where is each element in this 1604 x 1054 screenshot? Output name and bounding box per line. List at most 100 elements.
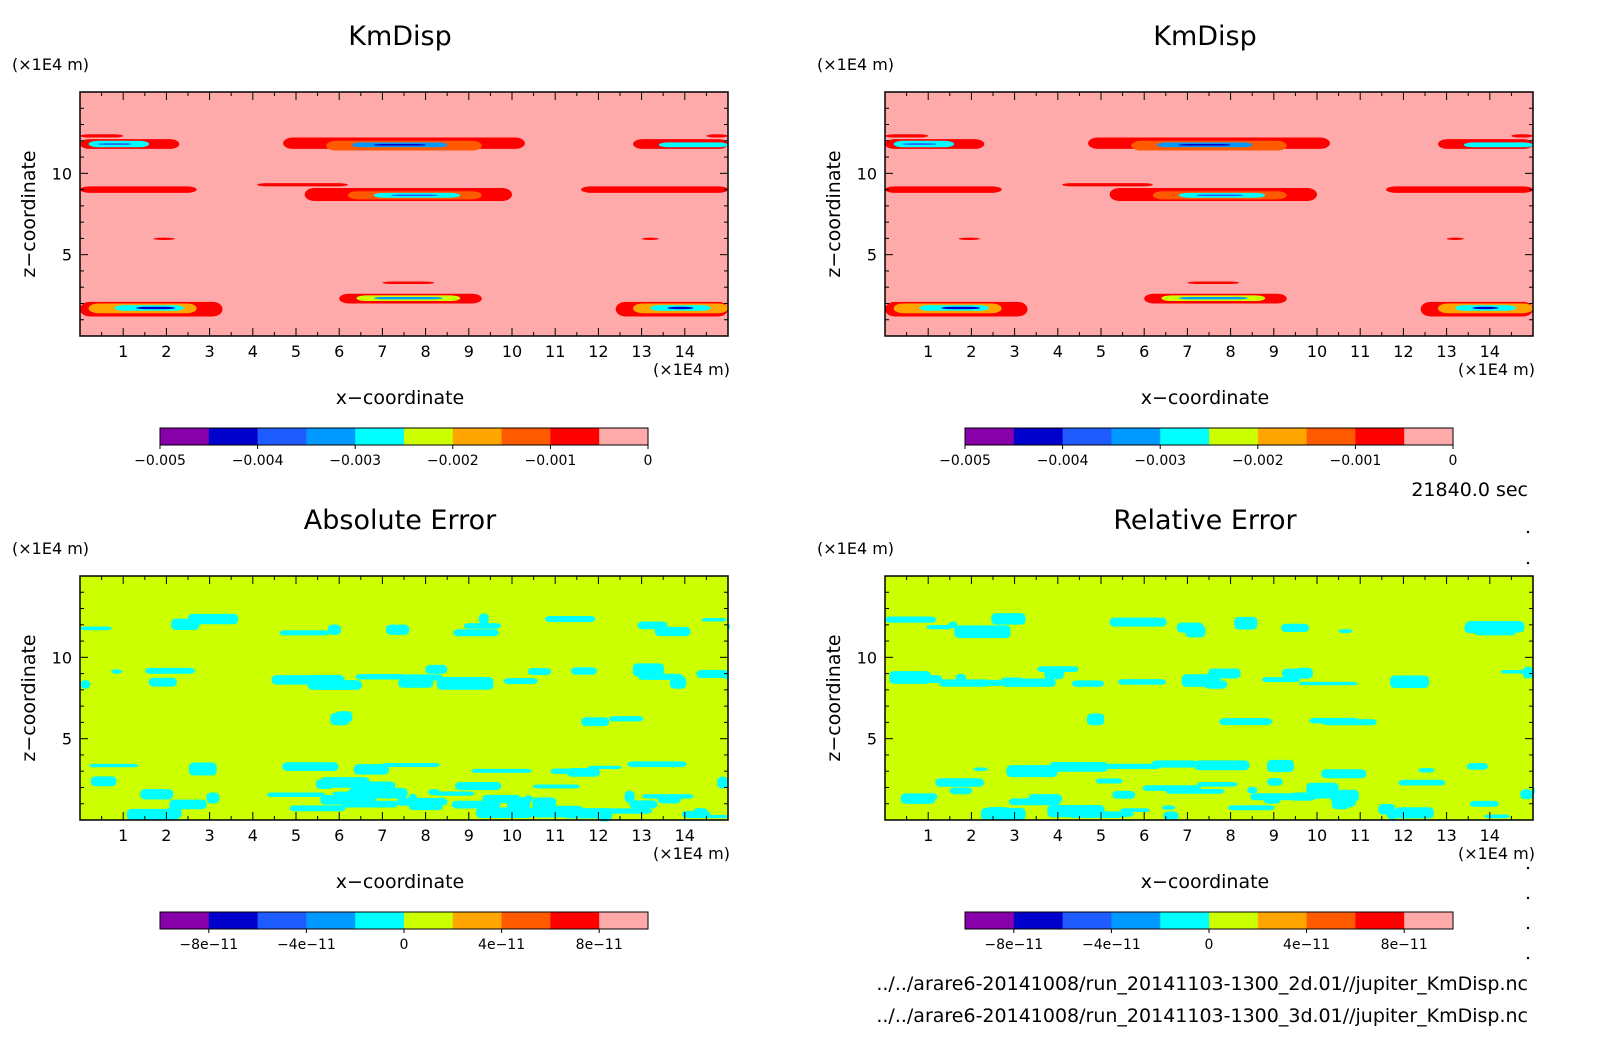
error-region [681,811,711,818]
error-region [629,800,658,809]
contour-region [885,186,1002,193]
contour-region [958,237,981,241]
error-region [954,625,1011,639]
error-region [935,778,984,787]
colorbar-swatch [550,912,600,929]
colorbar-swatch [1257,912,1308,929]
error-region [1165,788,1225,794]
dot [1526,530,1530,534]
x-tick-label: 12 [588,826,608,845]
x-tick-label: 2 [966,826,976,845]
error-region [1161,805,1176,810]
file-path-1: ../../arare6-20141008/run_20141103-1300_… [876,973,1528,995]
x-tick-label: 5 [291,826,301,845]
error-region [1308,791,1347,799]
error-region [696,669,728,679]
error-region [1227,805,1275,811]
x-tick-label: 5 [1096,826,1106,845]
x-tick-label: 7 [377,342,387,361]
y-axis-label: z−coordinate [823,634,845,761]
contour-region [1463,142,1533,148]
error-region [566,767,600,777]
contour-region [97,143,132,145]
colorbar-frame [159,427,649,446]
error-region [1194,760,1250,771]
x-tick-label: 14 [1480,342,1500,361]
error-region [1465,621,1525,633]
x-tick-label: 9 [464,342,474,361]
colorbar: −0.005 −0.004 −0.003 −0.002 −0.001 0 [939,427,1457,469]
error-region [80,680,91,689]
error-region [1250,793,1298,801]
contour-region [153,237,176,241]
error-region [1008,798,1061,806]
contour-region [1472,306,1499,310]
contour-region [1187,281,1240,284]
error-region [570,667,598,675]
error-region [80,626,112,631]
colorbar-swatch [965,912,1015,929]
error-region [991,613,1026,625]
error-region [145,667,196,674]
y-unit-label: (×1E4 m) [12,55,89,74]
error-region [597,809,612,822]
error-region [436,676,494,690]
error-region [188,762,217,776]
colorbar-swatch [404,912,454,929]
error-region [1338,629,1353,634]
error-region [973,767,988,771]
colorbar-swatch [1306,428,1356,445]
colorbar-swatch [1111,912,1161,929]
error-region [1390,675,1430,689]
colorbar-tick-label: −4e−11 [277,937,336,953]
error-region [1044,667,1064,680]
error-region [550,768,572,775]
error-region [649,673,684,680]
error-region [1322,719,1377,726]
error-region [1109,617,1167,627]
x-tick-label: 1 [118,342,128,361]
colorbar-swatch [501,912,551,929]
error-region [642,794,694,799]
colorbar-swatch [1160,912,1210,929]
error-region [140,789,174,800]
error-region [527,668,552,675]
colorbar-swatch [1062,428,1112,445]
colorbar-swatch [160,428,210,445]
contour-region [641,237,659,241]
x-tick-label: 14 [1480,826,1500,845]
error-region [1247,786,1258,794]
contour-region [257,183,348,187]
colorbar-tick-label: −0.005 [939,453,991,469]
x-tick-label: 6 [1139,826,1149,845]
panel-top-right: KmDisp (×1E4 m) z−coordinate 1 2 3 4 5 6 7 8 9 10… [817,21,1535,469]
error-region [717,776,728,789]
x-tick-label: 13 [1436,342,1456,361]
error-region [1484,814,1510,819]
x-tick-label: 11 [545,342,565,361]
x-tick-label: 8 [1226,342,1236,361]
error-region [1120,808,1150,813]
error-region [503,678,538,684]
colorbar-tick-label: −0.005 [134,453,186,469]
y-axis-label: z−coordinate [18,634,40,761]
error-region [289,805,346,812]
error-region [1331,798,1350,810]
error-region [1049,761,1109,772]
error-region [1321,769,1367,779]
error-region [89,763,139,768]
dot [1526,561,1530,565]
colorbar-swatch [1355,428,1405,445]
x-tick-label: 7 [1182,826,1192,845]
error-region [926,624,953,630]
colorbar-swatch [1404,428,1454,445]
x-tick-label: 8 [421,826,431,845]
error-region [428,789,441,796]
colorbar-swatch [306,912,356,929]
x-tick-label: 1 [923,342,933,361]
colorbar-swatch [404,428,454,445]
colorbar-swatch [1062,912,1112,929]
error-region [701,618,727,622]
